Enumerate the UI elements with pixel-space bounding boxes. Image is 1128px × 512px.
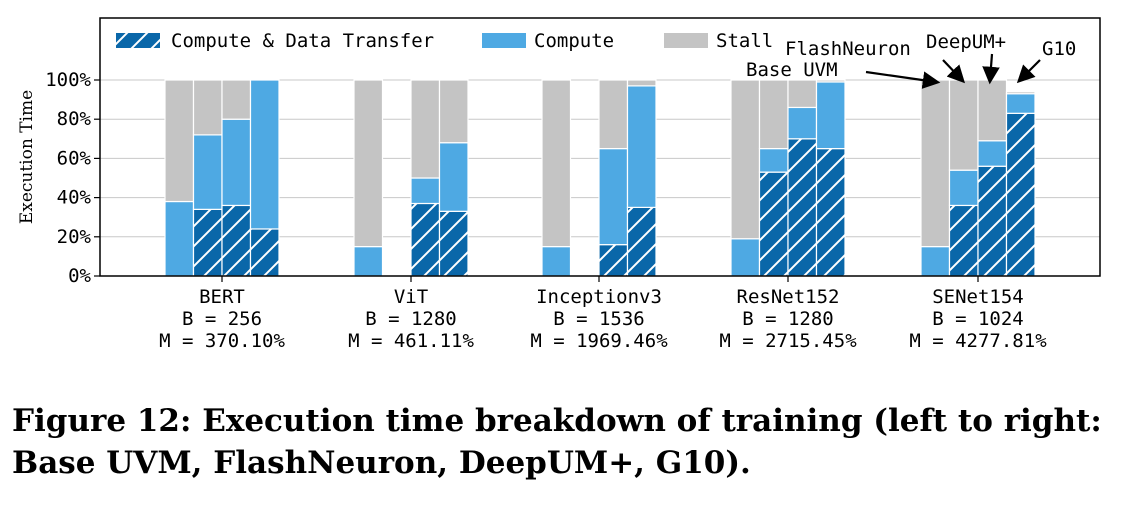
bar-segment-compute (192, 134, 223, 210)
legend-label: Compute (534, 30, 614, 52)
bar-segment-compute (438, 142, 469, 212)
bar-segment-compute (948, 169, 979, 207)
bar-segment-compute (1005, 93, 1036, 114)
bar-segment-compute-data-transfer (221, 204, 252, 277)
legend-label: Compute & Data Transfer (171, 30, 434, 52)
bar-segment-stall (787, 79, 818, 109)
bar-segment-stall (164, 79, 195, 203)
bar-segment-compute-data-transfer (192, 208, 223, 277)
x-category-batch: B = 1536 (553, 308, 645, 330)
x-category-memory: M = 370.10% (159, 330, 285, 352)
bar-segment-stall (541, 79, 572, 248)
bar-segment-compute-data-transfer (977, 165, 1008, 277)
bar-segment-stall (815, 79, 846, 83)
x-category-name: ResNet152 (737, 286, 840, 308)
x-category-name: BERT (199, 286, 245, 308)
bar-segment-stall (948, 79, 979, 171)
bar-segment-compute (164, 200, 195, 277)
x-category-batch: B = 1280 (742, 308, 834, 330)
bar-segment-stall (598, 79, 629, 150)
legend: Compute & Data Transfer Compute Stall (116, 30, 773, 52)
bar-segment-compute (221, 118, 252, 207)
bar-segment-compute-data-transfer (815, 148, 846, 277)
bar-segment-stall (353, 79, 384, 248)
bar-segment-compute (353, 246, 384, 277)
bar-segment-compute (410, 177, 441, 205)
x-category-batch: B = 256 (182, 308, 262, 330)
legend-label: Stall (716, 30, 773, 52)
x-category-batch: B = 1280 (365, 308, 457, 330)
bar-segment-compute (626, 85, 657, 208)
bar-segment-compute-data-transfer (787, 138, 818, 277)
bar-segment-stall (730, 79, 761, 240)
bar-segment-compute-data-transfer (758, 171, 789, 277)
bar-segment-compute-data-transfer (438, 210, 469, 277)
system-annotation-label: G10 (1042, 38, 1076, 60)
annotation-arrow (1016, 59, 1041, 84)
bar-segment-compute-data-transfer (948, 204, 979, 277)
bar-segment-compute (598, 148, 629, 246)
bar-segment-compute-data-transfer (410, 202, 441, 277)
x-category-memory: M = 4277.81% (909, 330, 1047, 352)
system-annotation-label: Base UVM (746, 59, 838, 81)
x-category-memory: M = 2715.45% (719, 330, 857, 352)
bar-segment-compute (758, 148, 789, 173)
bars (164, 79, 1036, 277)
bar-segment-stall (920, 79, 951, 248)
x-category-name: SENet154 (932, 286, 1024, 308)
bar-segment-stall (1005, 91, 1036, 95)
y-tick-label: 80% (57, 108, 92, 130)
x-category-name: Inceptionv3 (536, 286, 662, 308)
y-tick-label: 20% (57, 226, 92, 248)
annotation-arrow (865, 70, 941, 89)
bar-segment-stall (977, 79, 1008, 142)
y-tick-label: 0% (68, 265, 91, 287)
system-annotation-label: FlashNeuron (785, 38, 911, 60)
plot-frame (99, 17, 1101, 277)
y-tick-label: 40% (57, 187, 92, 209)
bar-segment-stall (221, 79, 252, 120)
bar-segment-stall (758, 79, 789, 150)
y-tick-label: 100% (45, 69, 91, 91)
bar-segment-compute (541, 246, 572, 277)
annotation-arrow (942, 59, 966, 84)
y-axis-label: Execution Time (17, 90, 37, 224)
y-axis: 0% 20% 40% 60% 80% 100% (45, 69, 100, 287)
bar-segment-stall (438, 79, 469, 144)
annotation-arrow (982, 53, 1000, 85)
system-annotation-label: DeepUM+ (926, 31, 1006, 53)
execution-time-chart: 0%20%40%60%80%100% Execution Time BERTB … (17, 17, 1101, 352)
bar-segment-compute (920, 246, 951, 277)
x-category-memory: M = 461.11% (348, 330, 474, 352)
bar-segment-stall (626, 79, 657, 87)
y-tick-label: 60% (57, 147, 92, 169)
figure-caption: Figure 12: Execution time breakdown of t… (12, 403, 1102, 481)
bar-segment-compute-data-transfer (626, 206, 657, 277)
legend-swatch (482, 33, 526, 48)
bar-segment-compute (787, 106, 818, 140)
bar-segment-compute-data-transfer (598, 244, 629, 277)
bar-segment-stall (192, 79, 223, 136)
bar-segment-stall (410, 79, 441, 179)
bar-segment-compute-data-transfer (249, 228, 280, 277)
bar-segment-compute (249, 79, 280, 230)
x-category-name: ViT (394, 286, 428, 308)
bar-segment-compute (730, 238, 761, 277)
bar-segment-compute-data-transfer (1005, 112, 1036, 277)
x-category-memory: M = 1969.46% (530, 330, 668, 352)
legend-swatch (664, 33, 708, 48)
legend-swatch (116, 33, 160, 48)
x-category-batch: B = 1024 (932, 308, 1024, 330)
bar-segment-compute (977, 140, 1008, 167)
bar-segment-compute (815, 81, 846, 150)
